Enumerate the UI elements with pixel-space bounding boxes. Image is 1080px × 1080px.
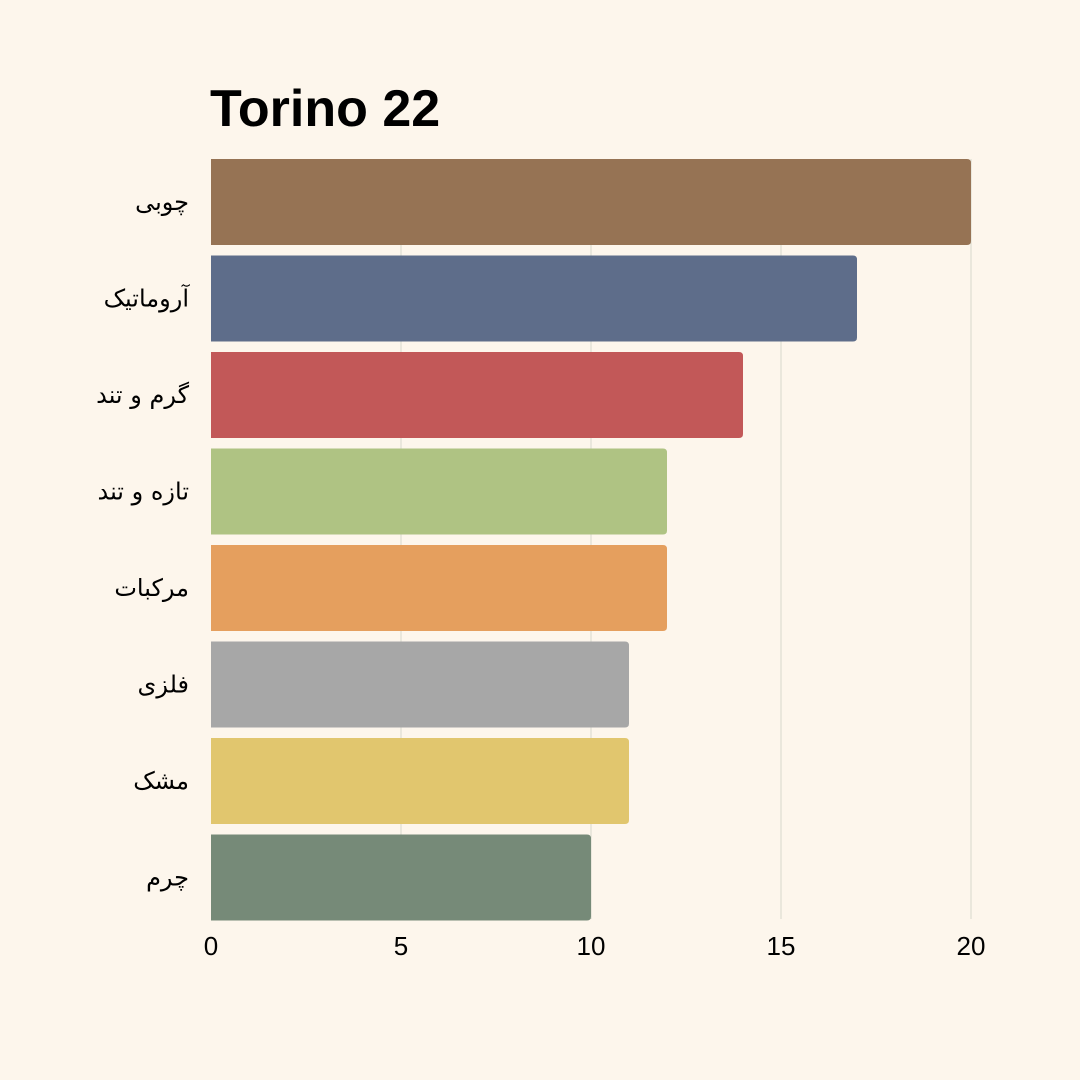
bar xyxy=(211,545,667,631)
bar xyxy=(211,834,591,921)
bar xyxy=(211,641,629,728)
bar xyxy=(211,738,629,824)
x-tick-label: 0 xyxy=(204,931,218,961)
category-label: مرکبات xyxy=(114,574,189,602)
bars xyxy=(211,159,971,921)
chart-title: Torino 22 xyxy=(210,80,441,138)
category-label: مشک xyxy=(133,767,189,795)
x-tick-label: 5 xyxy=(394,931,408,961)
x-tick-label: 20 xyxy=(957,931,986,961)
x-tick-label: 15 xyxy=(767,931,796,961)
x-tick-label: 10 xyxy=(577,931,606,961)
bar xyxy=(211,255,857,342)
category-label: چرم xyxy=(146,864,189,892)
bar xyxy=(211,448,667,535)
category-label: چوبی xyxy=(135,188,189,216)
x-tick-labels: 0 5 10 15 20 xyxy=(204,931,986,961)
bar xyxy=(211,352,743,438)
category-label: تازه و تند xyxy=(97,478,189,506)
category-label: گرم و تند xyxy=(96,381,189,409)
category-label: فلزی xyxy=(138,671,189,699)
category-label: آروماتیک xyxy=(104,284,191,313)
category-labels: چوبی آروماتیک گرم و تند تازه و تند مرکبات فلز… xyxy=(96,188,190,892)
bar xyxy=(211,159,971,245)
